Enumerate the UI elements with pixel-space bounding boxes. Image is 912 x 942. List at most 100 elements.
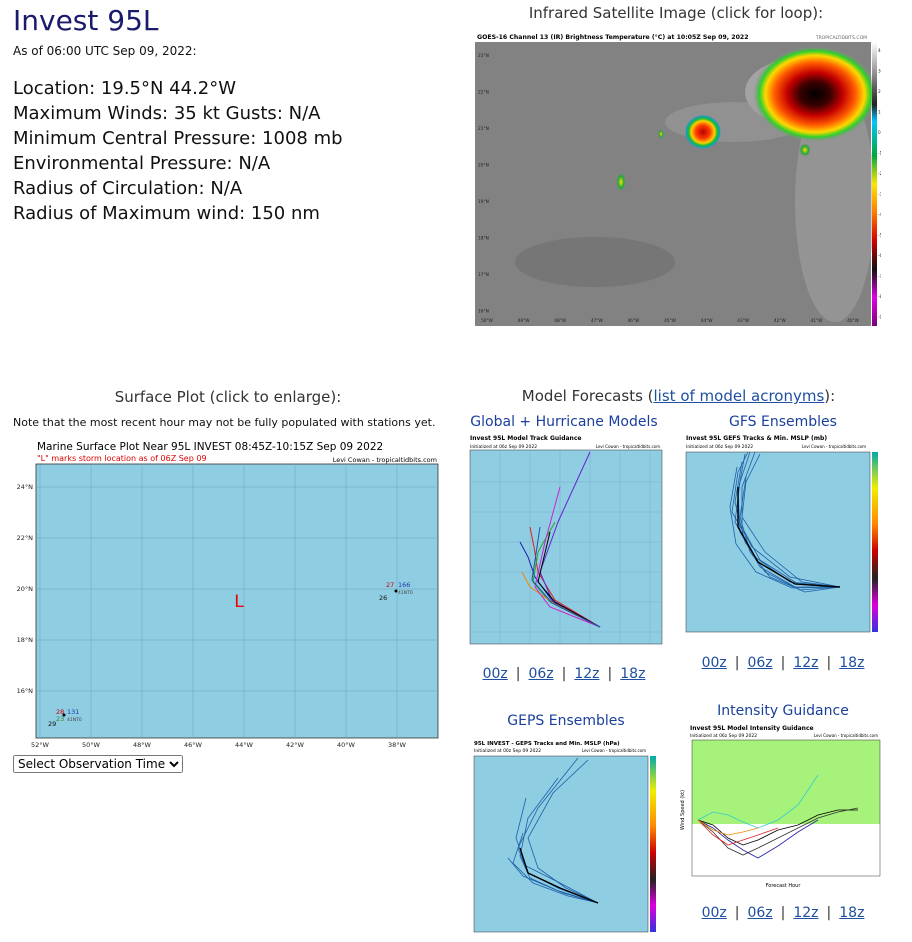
gfs-run-18z[interactable]: 18z [839,655,865,671]
intensity-run-06z[interactable]: 06z [747,905,773,921]
global-run-18z[interactable]: 18z [620,666,646,682]
gfs-run-06z[interactable]: 06z [747,655,773,671]
storm-title: Invest 95L [13,4,159,37]
gfs-plot-title: Invest 95L GEFS Tracks & Min. MSLP (mb) [686,435,827,442]
satellite-lat-label: 22°N [478,90,489,96]
storm-location-marker: L [234,592,244,612]
satellite-scale-label: -90 [878,315,881,320]
satellite-caption: Infrared Satellite Image (click for loop… [528,4,824,22]
surface-map-subtitle: "L" marks storm location as of 06Z Sep 0… [37,454,207,463]
station-id: 166 [398,581,410,589]
observation-time-select[interactable]: Select Observation Time... [13,755,183,773]
satellite-lat-label: 16°N [478,309,489,315]
surface-lat-label: 24°N [17,483,34,491]
gfs-ensembles-caption: GFS Ensembles [729,414,837,430]
satellite-lon-label: 49°W [518,318,531,324]
global-models-link[interactable]: Invest 95L Model Track Guidance Initiali… [460,432,668,648]
satellite-lat-label: 20°N [478,163,489,169]
satellite-scale-label: 10 [878,110,881,115]
model-caption-prefix: Model Forecasts ( [521,387,654,405]
as-of-timestamp: As of 06:00 UTC Sep 09, 2022: [13,44,197,58]
station-plot-west: 28 131 23 41NT0 29 [48,708,82,728]
surface-lon-label: 38°W [388,741,407,749]
global-run-00z[interactable]: 00z [482,666,508,682]
satellite-color-scale [872,42,877,326]
intensity-run-links: 00z | 06z | 12z | 18z [701,905,865,921]
satellite-lon-label: 50°W [481,318,494,324]
gfs-run-12z[interactable]: 12z [793,655,819,671]
model-acronyms-link[interactable]: list of model acronyms [653,387,825,405]
satellite-lat-label: 23°N [478,53,489,59]
satellite-scale-label: 20 [878,89,881,94]
surface-lat-label: 20°N [17,585,34,593]
surface-map-title: Marine Surface Plot Near 95L INVEST 08:4… [37,441,383,453]
satellite-scale-label: -40 [878,212,881,217]
surface-lat-label: 22°N [17,534,34,542]
gfs-run-00z[interactable]: 00z [701,655,727,671]
satellite-scale-label: -10 [878,151,881,156]
intensity-xlabel: Forecast Hour [766,883,802,889]
stat-max-winds: Maximum Winds: 35 kt Gusts: N/A [13,103,321,124]
satellite-scale-label: -20 [878,171,881,176]
stat-radius-circulation: Radius of Circulation: N/A [13,178,243,199]
global-models-caption: Global + Hurricane Models [470,414,658,430]
global-plot-init: Initialized at 06z Sep 09 2022 [470,444,537,450]
stat-location: Location: 19.5°N 44.2°W [13,78,237,99]
global-run-links: 00z | 06z | 12z | 18z [482,666,646,682]
surface-lat-label: 18°N [17,636,34,644]
surface-lon-label: 48°W [133,741,152,749]
satellite-scale-label: -60 [878,253,881,258]
geps-plot-init: Initialized at 00z Sep 09 2022 [474,748,541,754]
satellite-lon-label: 42°W [774,318,787,324]
satellite-scale-label: -70 [878,274,881,279]
surface-plot: Marine Surface Plot Near 95L INVEST 08:4… [13,438,443,750]
intensity-plot-credit: Levi Cowan - tropicaltidbits.com [814,733,878,738]
satellite-image: GOES-16 Channel 13 (IR) Brightness Tempe… [475,32,885,326]
intensity-guidance-link[interactable]: Invest 95L Model Intensity Guidance Init… [678,720,884,892]
geps-plot-credit: Levi Cowan - tropicaltidbits.com [582,748,646,753]
station-plot-east: 27 166 26 41NT0 [379,581,413,602]
geps-plot-title: 95L INVEST - GEPS Tracks and Min. MSLP (… [474,741,620,747]
gfs-ensembles-link[interactable]: Invest 95L GEFS Tracks & Min. MSLP (mb) … [680,432,886,638]
intensity-run-00z[interactable]: 00z [701,905,727,921]
surface-lat-labels: 24°N 22°N 20°N 18°N 16°N [17,483,34,695]
satellite-header: GOES-16 Channel 13 (IR) Brightness Tempe… [477,33,749,41]
intensity-plot-init: Initialized at 06z Sep 09 2022 [690,733,757,739]
satellite-image-link[interactable]: GOES-16 Channel 13 (IR) Brightness Tempe… [475,32,885,326]
stat-env-pressure: Environmental Pressure: N/A [13,153,271,174]
surface-lon-labels: 52°W 50°W 48°W 46°W 44°W 42°W 40°W 38°W [31,741,407,749]
satellite-lon-label: 44°W [701,318,714,324]
intensity-run-18z[interactable]: 18z [839,905,865,921]
gfs-plot-init: Initialized at 06z Sep 09 2022 [686,444,753,450]
station-extra: 41NT0 [67,717,82,723]
satellite-lon-label: 40°W [847,318,860,324]
satellite-lon-label: 48°W [554,318,567,324]
surface-lon-label: 46°W [184,741,203,749]
satellite-credit: TROPICALTIDBITS.COM [815,35,867,41]
satellite-lat-label: 18°N [478,236,489,242]
gfs-ensembles-plot: Invest 95L GEFS Tracks & Min. MSLP (mb) … [680,432,886,638]
intensity-run-12z[interactable]: 12z [793,905,819,921]
global-run-06z[interactable]: 06z [528,666,554,682]
surface-lon-label: 40°W [337,741,356,749]
global-plot-title: Invest 95L Model Track Guidance [470,435,581,442]
model-forecasts-caption: Model Forecasts (list of model acronyms)… [455,387,902,405]
satellite-lon-label: 46°W [627,318,640,324]
surface-grid [36,464,438,738]
surface-map-area [35,463,439,739]
station-id: 131 [67,708,79,716]
geps-ensembles-link[interactable]: 95L INVEST - GEPS Tracks and Min. MSLP (… [468,738,664,936]
station-temp: 27 [386,581,394,589]
satellite-scale-label: -80 [878,294,881,299]
satellite-lat-label: 19°N [478,199,489,205]
station-dew: 26 [379,594,387,602]
satellite-lat-label: 17°N [478,272,489,278]
global-run-12z[interactable]: 12z [574,666,600,682]
gfs-plot-credit: Levi Cowan - tropicaltidbits.com [802,444,866,449]
station-extra: 41NT0 [398,590,413,596]
surface-plot-link[interactable]: Marine Surface Plot Near 95L INVEST 08:4… [13,438,443,750]
satellite-lon-label: 43°W [737,318,750,324]
geps-ensembles-caption: GEPS Ensembles [507,713,625,729]
geps-ensembles-plot: 95L INVEST - GEPS Tracks and Min. MSLP (… [468,738,664,936]
surface-lon-label: 50°W [82,741,101,749]
